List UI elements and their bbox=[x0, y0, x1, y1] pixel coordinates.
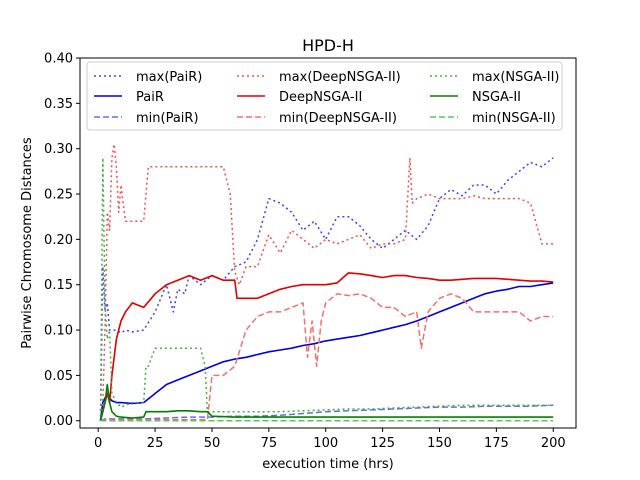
series-line-2 bbox=[100, 404, 554, 422]
chart-title: HPD-H bbox=[302, 36, 354, 55]
legend-label: max(DeepNSGA-II) bbox=[279, 70, 401, 85]
x-tick-label: 100 bbox=[313, 436, 338, 451]
x-tick-label: 200 bbox=[541, 436, 566, 451]
series-line-3 bbox=[99, 143, 554, 421]
legend: max(PaiR) PaiR min(PaiR) max(DeepNSGA-II) De… bbox=[86, 61, 563, 131]
plot-area bbox=[79, 57, 577, 429]
legend-label: min(NSGA-II) bbox=[472, 111, 556, 126]
series-line-6 bbox=[99, 157, 554, 421]
series-layer bbox=[99, 143, 554, 422]
x-axis: 0 25 50 75 100 125 150 175 200 bbox=[94, 428, 566, 451]
legend-label: min(PaiR) bbox=[136, 111, 199, 126]
y-tick-label: 0.05 bbox=[44, 369, 73, 384]
series-line-5 bbox=[100, 293, 554, 422]
x-tick-label: 0 bbox=[94, 436, 102, 451]
legend-label: DeepNSGA-II bbox=[279, 90, 362, 105]
legend-label: max(PaiR) bbox=[136, 70, 202, 85]
y-tick-label: 0.25 bbox=[44, 188, 73, 203]
y-tick-label: 0.40 bbox=[44, 52, 73, 67]
legend-label: PaiR bbox=[136, 90, 164, 105]
x-tick-label: 25 bbox=[147, 436, 164, 451]
legend-label: NSGA-II bbox=[472, 90, 521, 105]
series-line-7 bbox=[99, 383, 554, 421]
legend-label: min(DeepNSGA-II) bbox=[279, 111, 397, 126]
y-tick-label: 0.10 bbox=[44, 324, 73, 339]
y-tick-label: 0.15 bbox=[44, 278, 73, 293]
series-line-4 bbox=[99, 272, 554, 421]
x-tick-label: 125 bbox=[370, 436, 395, 451]
y-tick-label: 0.00 bbox=[44, 414, 73, 429]
x-tick-label: 50 bbox=[204, 436, 221, 451]
y-tick-label: 0.30 bbox=[44, 142, 73, 157]
x-tick-label: 175 bbox=[484, 436, 509, 451]
x-tick-label: 75 bbox=[261, 436, 278, 451]
x-axis-label: execution time (hrs) bbox=[262, 457, 394, 472]
legend-box bbox=[86, 61, 563, 131]
y-axis-label: Pairwise Chromosome Distances bbox=[20, 137, 35, 349]
y-tick-label: 0.20 bbox=[44, 233, 73, 248]
series-line-0 bbox=[99, 157, 554, 421]
plot-frame bbox=[79, 57, 577, 429]
legend-label: max(NSGA-II) bbox=[472, 70, 559, 85]
x-tick-label: 150 bbox=[427, 436, 452, 451]
y-axis: 0.00 0.05 0.10 0.15 0.20 0.25 0.30 0.35 0.40 bbox=[44, 52, 80, 429]
series-line-1 bbox=[99, 282, 554, 421]
y-tick-label: 0.35 bbox=[44, 97, 73, 112]
